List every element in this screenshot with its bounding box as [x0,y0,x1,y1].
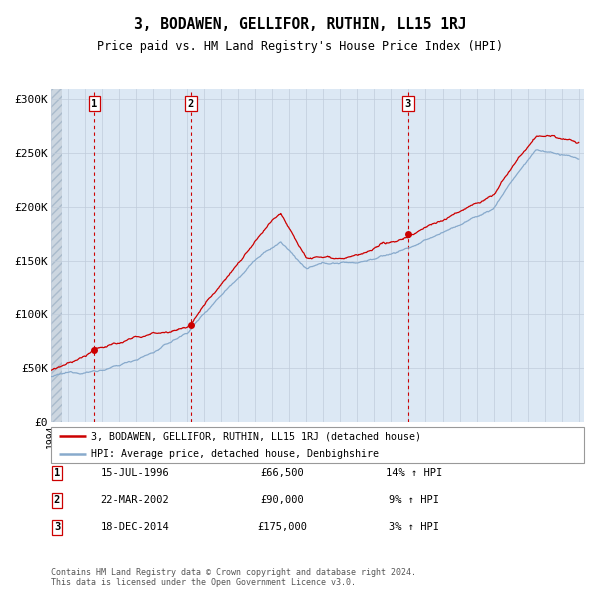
Text: 2: 2 [188,99,194,109]
Text: 3% ↑ HPI: 3% ↑ HPI [389,523,439,532]
Text: 18-DEC-2014: 18-DEC-2014 [101,523,169,532]
Text: 15-JUL-1996: 15-JUL-1996 [101,468,169,478]
Text: 1: 1 [91,99,97,109]
Text: £66,500: £66,500 [260,468,304,478]
Text: 3, BODAWEN, GELLIFOR, RUTHIN, LL15 1RJ: 3, BODAWEN, GELLIFOR, RUTHIN, LL15 1RJ [134,17,466,32]
Text: 22-MAR-2002: 22-MAR-2002 [101,496,169,505]
Text: 3: 3 [404,99,411,109]
Text: 9% ↑ HPI: 9% ↑ HPI [389,496,439,505]
Text: 3: 3 [54,523,60,532]
Text: Price paid vs. HM Land Registry's House Price Index (HPI): Price paid vs. HM Land Registry's House … [97,40,503,53]
Text: HPI: Average price, detached house, Denbighshire: HPI: Average price, detached house, Denb… [91,449,379,459]
FancyBboxPatch shape [51,427,584,463]
Text: 3, BODAWEN, GELLIFOR, RUTHIN, LL15 1RJ (detached house): 3, BODAWEN, GELLIFOR, RUTHIN, LL15 1RJ (… [91,431,421,441]
Text: £90,000: £90,000 [260,496,304,505]
Text: 14% ↑ HPI: 14% ↑ HPI [386,468,442,478]
Text: 2: 2 [54,496,60,505]
Text: 1: 1 [54,468,60,478]
Text: £175,000: £175,000 [257,523,307,532]
Bar [51,88,62,422]
Text: Contains HM Land Registry data © Crown copyright and database right 2024.
This d: Contains HM Land Registry data © Crown c… [51,568,416,587]
